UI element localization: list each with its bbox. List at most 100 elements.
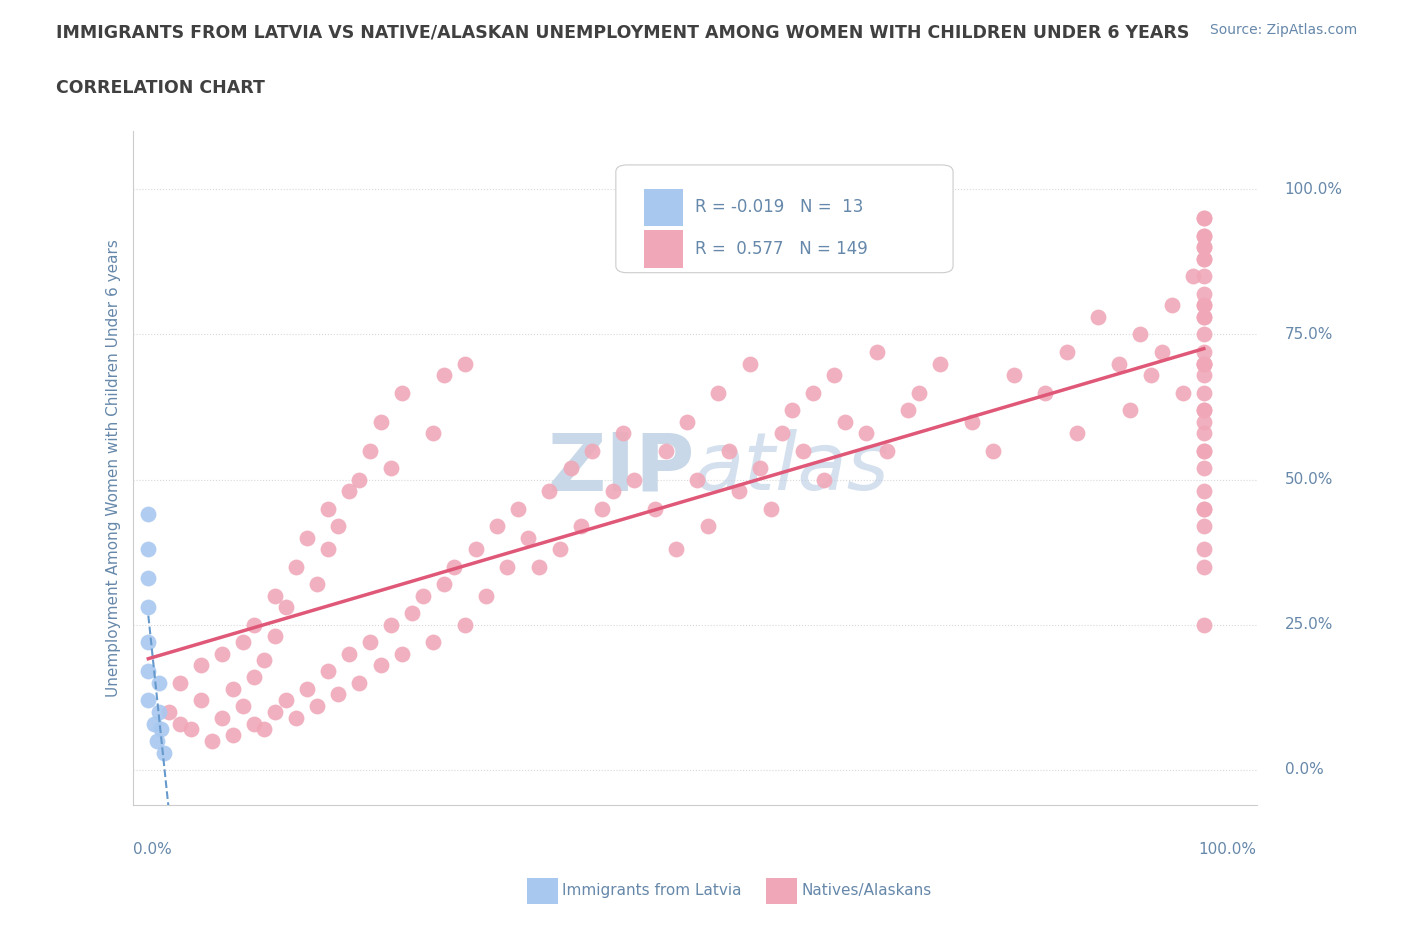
Point: [1192, 559, 1215, 574]
Point: [136, 571, 159, 586]
Point: [1192, 240, 1215, 255]
Point: [142, 716, 165, 731]
Point: [146, 734, 169, 749]
Text: 25.0%: 25.0%: [1285, 618, 1333, 632]
Point: [1192, 251, 1215, 266]
Point: [285, 559, 308, 574]
Point: [1182, 269, 1205, 284]
Point: [506, 501, 529, 516]
Point: [454, 356, 477, 371]
Point: [359, 635, 381, 650]
Text: Immigrants from Latvia: Immigrants from Latvia: [562, 884, 742, 898]
Point: [370, 658, 392, 673]
Point: [380, 460, 402, 475]
Point: [1192, 310, 1215, 325]
Point: [1192, 240, 1215, 255]
Point: [190, 693, 212, 708]
Point: [190, 658, 212, 673]
Point: [1192, 542, 1215, 557]
FancyBboxPatch shape: [644, 189, 683, 226]
Point: [475, 589, 498, 604]
Point: [1192, 298, 1215, 312]
Point: [150, 722, 173, 737]
Point: [801, 385, 824, 400]
Text: 0.0%: 0.0%: [132, 842, 172, 857]
Point: [569, 519, 592, 534]
Point: [1192, 403, 1215, 418]
Point: [264, 704, 287, 719]
Point: [1192, 211, 1215, 226]
Point: [349, 472, 371, 487]
Point: [1002, 367, 1025, 382]
Point: [1129, 327, 1152, 342]
Point: [153, 745, 176, 760]
Point: [253, 652, 276, 667]
Point: [222, 727, 245, 742]
Point: [316, 542, 339, 557]
Point: [1192, 501, 1215, 516]
Point: [1161, 298, 1184, 312]
Point: [307, 577, 329, 591]
Point: [707, 385, 730, 400]
Point: [1192, 356, 1215, 371]
Point: [527, 559, 550, 574]
Point: [243, 670, 266, 684]
Text: 0.0%: 0.0%: [1285, 763, 1323, 777]
Point: [717, 444, 740, 458]
Point: [211, 646, 233, 661]
Point: [391, 646, 413, 661]
Point: [380, 618, 402, 632]
Text: 100.0%: 100.0%: [1198, 842, 1257, 857]
Point: [349, 675, 371, 690]
Point: [243, 618, 266, 632]
Point: [581, 444, 603, 458]
Point: [1192, 344, 1215, 359]
Point: [274, 600, 297, 615]
Point: [201, 734, 224, 749]
Point: [813, 472, 835, 487]
Point: [517, 530, 540, 545]
Point: [274, 693, 297, 708]
Point: [876, 444, 898, 458]
Text: IMMIGRANTS FROM LATVIA VS NATIVE/ALASKAN UNEMPLOYMENT AMONG WOMEN WITH CHILDREN : IMMIGRANTS FROM LATVIA VS NATIVE/ALASKAN…: [56, 23, 1189, 41]
Point: [295, 530, 318, 545]
Point: [1087, 310, 1109, 325]
Point: [316, 501, 339, 516]
Point: [295, 682, 318, 697]
Point: [1192, 403, 1215, 418]
Point: [422, 635, 444, 650]
Point: [548, 542, 571, 557]
Point: [401, 605, 423, 620]
Point: [136, 542, 159, 557]
Point: [433, 577, 456, 591]
Point: [1192, 298, 1215, 312]
Point: [1192, 444, 1215, 458]
Point: [738, 356, 761, 371]
Point: [307, 698, 329, 713]
Point: [485, 519, 508, 534]
Point: [1192, 310, 1215, 325]
Point: [253, 722, 276, 737]
Text: atlas: atlas: [695, 429, 889, 507]
Point: [232, 698, 254, 713]
Point: [1192, 426, 1215, 441]
Point: [328, 687, 350, 702]
Point: [780, 403, 803, 418]
Point: [180, 722, 202, 737]
Point: [136, 507, 159, 522]
Point: [644, 501, 666, 516]
Point: [337, 484, 360, 498]
Point: [464, 542, 486, 557]
Point: [1192, 211, 1215, 226]
Point: [1035, 385, 1057, 400]
Point: [1192, 286, 1215, 301]
Point: [316, 664, 339, 679]
Point: [602, 484, 624, 498]
Point: [728, 484, 751, 498]
Point: [855, 426, 877, 441]
Y-axis label: Unemployment Among Women with Children Under 6 years: Unemployment Among Women with Children U…: [107, 239, 121, 697]
Point: [1192, 414, 1215, 429]
Text: 75.0%: 75.0%: [1285, 327, 1333, 342]
Point: [422, 426, 444, 441]
Point: [1192, 327, 1215, 342]
